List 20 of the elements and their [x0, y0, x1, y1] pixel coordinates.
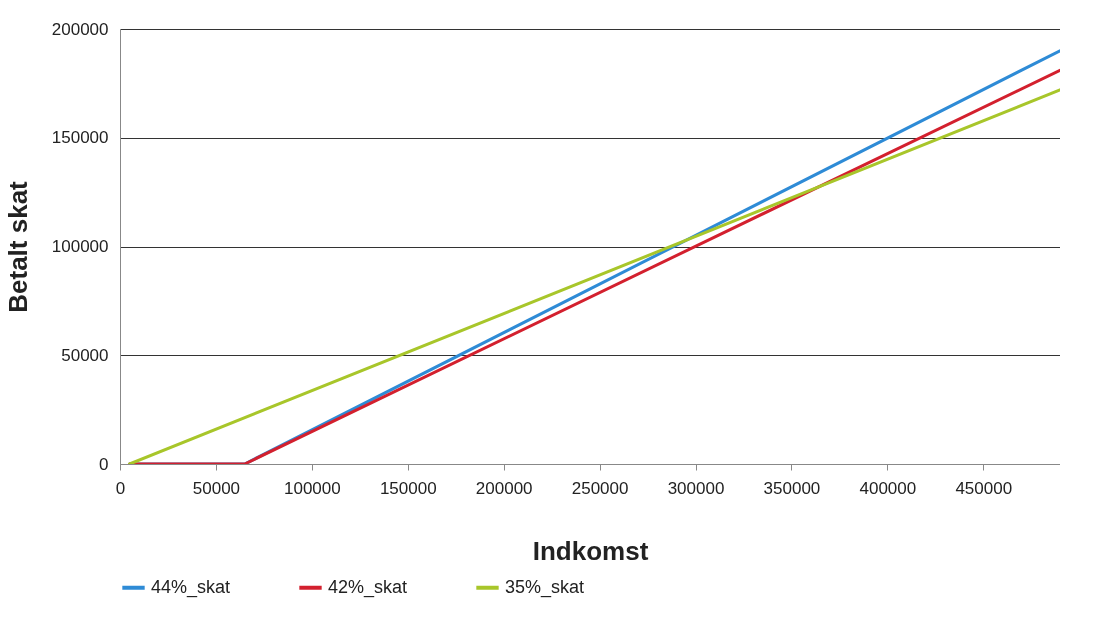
- x-axis-title: Indkomst: [532, 535, 649, 566]
- x-tick-label: 450000: [955, 478, 1013, 498]
- x-tick-label: 200000: [475, 478, 533, 498]
- y-tick-label: 200000: [51, 19, 109, 39]
- x-tick-label: 250000: [571, 478, 629, 498]
- x-tick-label: 300000: [667, 478, 725, 498]
- y-tick-label: 50000: [61, 345, 109, 365]
- x-tick-label: 50000: [192, 478, 241, 498]
- x-tick-label: 150000: [379, 478, 437, 498]
- x-tick-label: 400000: [859, 478, 917, 498]
- legend-label: 44%_skat: [151, 576, 231, 598]
- x-tick-label: 0: [115, 478, 126, 498]
- x-tick-label: 350000: [763, 478, 821, 498]
- x-tick-label: 100000: [283, 478, 341, 498]
- legend-label: 35%_skat: [505, 576, 585, 598]
- y-tick-label: 150000: [51, 128, 109, 148]
- y-tick-label: 0: [99, 454, 109, 474]
- legend-label: 42%_skat: [328, 576, 408, 598]
- y-tick-label: 100000: [51, 237, 109, 256]
- y-axis-title: Betalt skat: [2, 180, 33, 313]
